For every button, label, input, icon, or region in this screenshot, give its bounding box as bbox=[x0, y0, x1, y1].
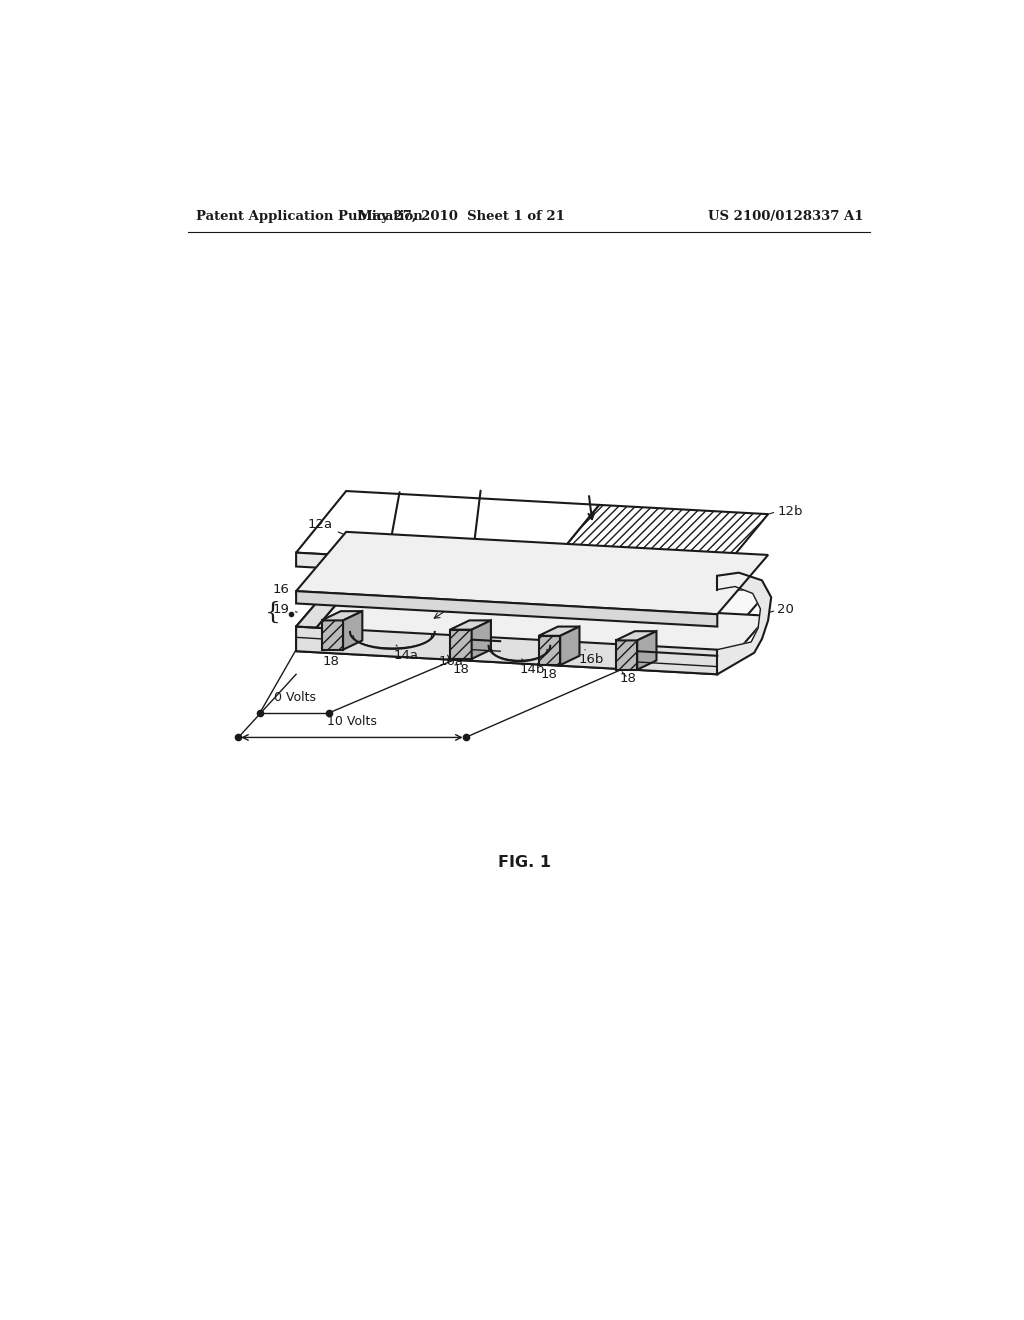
Text: 19: 19 bbox=[273, 603, 297, 615]
Text: May 27, 2010  Sheet 1 of 21: May 27, 2010 Sheet 1 of 21 bbox=[358, 210, 565, 223]
Text: 16a: 16a bbox=[438, 655, 464, 668]
Polygon shape bbox=[451, 620, 490, 630]
Text: 18: 18 bbox=[620, 672, 636, 685]
Text: 0 Volts: 0 Volts bbox=[273, 690, 315, 704]
Polygon shape bbox=[296, 591, 717, 627]
Polygon shape bbox=[615, 640, 637, 669]
Text: {: { bbox=[265, 601, 282, 624]
Polygon shape bbox=[296, 568, 346, 651]
Text: 16b: 16b bbox=[579, 649, 604, 665]
Polygon shape bbox=[296, 553, 717, 590]
Polygon shape bbox=[322, 611, 362, 620]
Text: 10 Volts: 10 Volts bbox=[327, 715, 377, 729]
Text: 18: 18 bbox=[323, 649, 340, 668]
Text: US 2100/0128337 A1: US 2100/0128337 A1 bbox=[708, 210, 863, 223]
Polygon shape bbox=[296, 491, 599, 566]
Polygon shape bbox=[717, 573, 771, 675]
Polygon shape bbox=[539, 636, 560, 665]
Polygon shape bbox=[560, 627, 580, 665]
Text: Patent Application Publication: Patent Application Publication bbox=[196, 210, 423, 223]
Text: 19: 19 bbox=[434, 583, 486, 618]
Text: 18: 18 bbox=[541, 665, 557, 681]
Text: 14a: 14a bbox=[394, 645, 419, 661]
Text: 16: 16 bbox=[273, 583, 297, 597]
Text: 12a: 12a bbox=[307, 517, 367, 544]
Polygon shape bbox=[296, 532, 768, 614]
Text: 20: 20 bbox=[777, 603, 795, 616]
Polygon shape bbox=[296, 627, 717, 675]
Text: 18: 18 bbox=[453, 659, 469, 676]
Polygon shape bbox=[296, 593, 768, 675]
Text: 12b: 12b bbox=[777, 504, 803, 517]
Polygon shape bbox=[472, 620, 490, 659]
Polygon shape bbox=[343, 611, 362, 649]
Text: 14b: 14b bbox=[519, 659, 545, 676]
Polygon shape bbox=[539, 627, 580, 636]
Polygon shape bbox=[637, 631, 656, 669]
Text: FIG. 1: FIG. 1 bbox=[499, 855, 551, 870]
Polygon shape bbox=[296, 568, 768, 649]
Polygon shape bbox=[322, 620, 343, 649]
Polygon shape bbox=[615, 631, 656, 640]
Polygon shape bbox=[549, 506, 768, 576]
Polygon shape bbox=[451, 630, 472, 659]
